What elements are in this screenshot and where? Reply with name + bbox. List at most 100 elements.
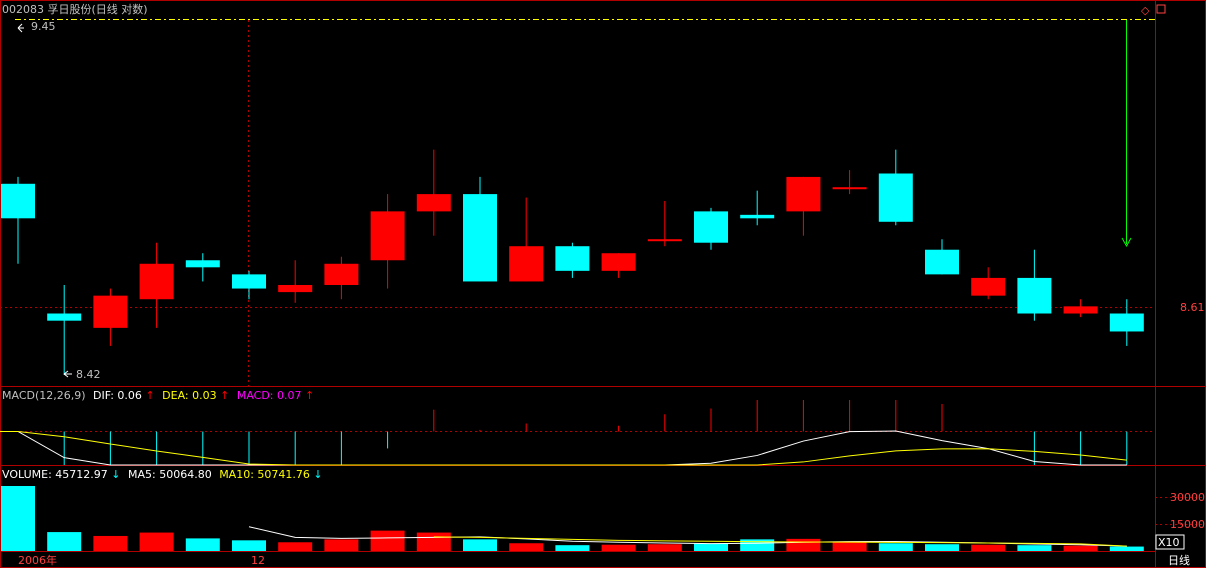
candlestick-series [1,149,1144,375]
candle [925,239,959,275]
volume-bar [47,532,82,551]
volume-bar [1063,545,1098,551]
candle-body [370,211,405,261]
ma5-value: MA5: 50064.80 [128,468,212,481]
candle [601,253,636,278]
volume-bar [278,542,313,551]
candle [878,149,913,226]
candle-body [232,274,266,289]
candle [93,288,128,346]
low-marker: 8.42 [63,368,101,381]
ma10-line [433,536,1127,547]
low-label: 8.42 [76,368,101,381]
candle [139,242,174,328]
macd-arrow-icon: ↑ [305,389,314,402]
candle-body [278,284,313,293]
volume-bar [740,539,775,551]
candle [185,253,220,282]
volume-bar [786,538,821,551]
candle-body [647,239,682,242]
volume-bar [463,539,497,551]
dif-line [0,430,1127,466]
candle [1017,249,1052,321]
candle [509,197,544,282]
candle-body [416,194,451,212]
candle-body [47,313,82,321]
candle-body [555,246,590,271]
candle [832,170,867,195]
volume-axis-label-1: 30000 [1170,491,1205,504]
candle [278,260,313,303]
dif-arrow-icon: ↑ [145,389,154,402]
candle-body [509,246,544,282]
volume-bar [925,544,959,551]
macd-header: MACD(12,26,9) DIF: 0.06 ↑ DEA: 0.03 ↑ MA… [2,389,314,402]
volume-bar [509,543,544,551]
volume-arrow-icon: ↓ [111,468,120,481]
candle [324,256,359,300]
volume-series [1,486,1144,551]
candle [555,242,590,278]
candle-body [463,194,497,282]
volume-unit-box [1155,534,1185,550]
dea-value: DEA: 0.03 [162,389,216,402]
volume-bar [1109,546,1144,551]
candle-body [832,187,867,190]
candle [740,190,775,226]
volume-bar [647,544,682,551]
volume-label: VOLUME: 45712.97 [2,468,108,481]
candle [1063,299,1098,318]
volume-bar [694,543,728,551]
candle-body [1017,277,1052,314]
square-icon[interactable] [1156,4,1166,14]
candle-body [786,176,821,212]
candle [786,176,821,236]
volume-bar [185,538,220,551]
candle [463,176,497,282]
candle-body [93,295,128,328]
macd-label: MACD(12,26,9) [2,389,86,402]
dif-value: DIF: 0.06 [93,389,142,402]
candle-body [740,214,775,219]
high-marker: 9.45 [17,20,56,33]
volume-axis-label-2: 15000 [1170,518,1205,531]
volume-bar [370,530,405,551]
candle-body [324,263,359,285]
candle [694,207,728,250]
dea-line [0,431,1127,466]
candle [47,284,82,375]
measure-arrow [1121,20,1132,248]
volume-bar [832,542,867,551]
price-axis-label: 8.61 [1180,301,1205,314]
volume-bar [1017,545,1052,551]
volume-bar [139,532,174,551]
volume-bar [878,543,913,551]
candle-body [971,277,1006,296]
candle-body [1,183,35,219]
volume-bar [971,544,1006,551]
dea-arrow-icon: ↑ [220,389,229,402]
candle [971,267,1006,300]
chart-title: 002083 孚日股份(日线 对数) [2,2,148,16]
candle-body [601,253,636,271]
ma10-value: MA10: 50741.76 [219,468,310,481]
candle [647,201,682,247]
volume-bar [601,544,636,551]
period-button[interactable]: 日线 [1168,553,1190,567]
candle [416,149,451,236]
volume-unit: X10 [1158,536,1180,549]
high-label: 9.45 [31,20,56,33]
volume-header: VOLUME: 45712.97 ↓ MA5: 50064.80 MA10: 5… [2,468,323,481]
volume-bar [232,540,266,551]
volume-bar [93,535,128,551]
candle [370,194,405,289]
year-label: 2006年 [18,553,57,567]
candle-body [878,173,913,222]
diamond-icon[interactable]: ◇ [1141,4,1150,17]
candle-body [185,260,220,268]
macd-series [0,400,1128,466]
candle [232,270,266,300]
candle-body [1063,306,1098,314]
macd-value: MACD: 0.07 [237,389,302,402]
